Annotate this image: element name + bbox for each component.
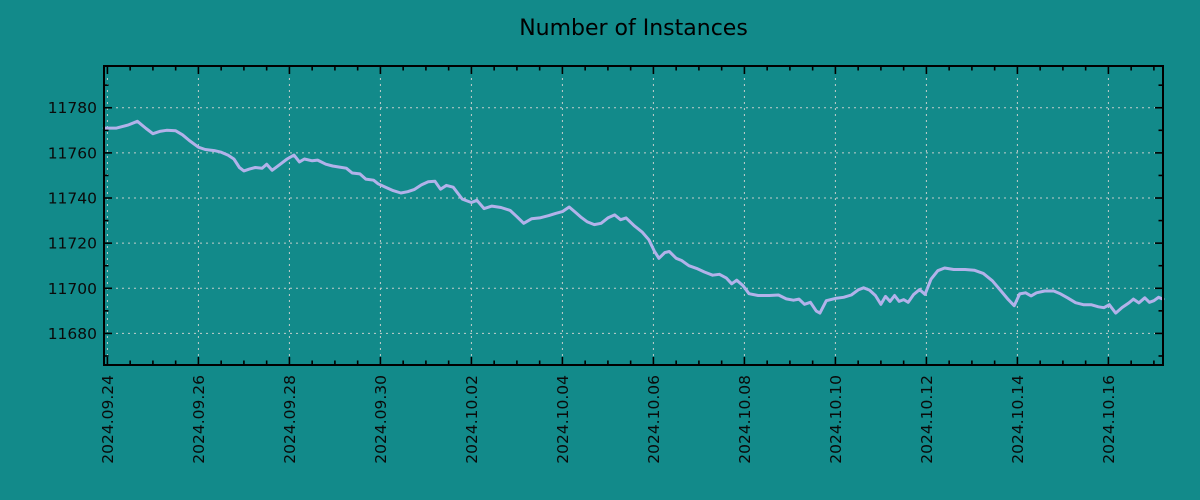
x-tick-label: 2024.10.16 <box>1100 375 1118 464</box>
x-tick-label: 2024.09.30 <box>372 375 390 464</box>
x-tick-label: 2024.10.08 <box>736 375 754 464</box>
plot-border <box>103 65 1164 366</box>
x-tick-label: 2024.09.28 <box>281 375 299 464</box>
x-tick-label: 2024.10.04 <box>554 375 572 464</box>
y-tick-label: 11780 <box>48 99 97 117</box>
y-tick-label: 11740 <box>48 190 97 208</box>
x-tick-label: 2024.10.10 <box>827 375 845 464</box>
x-tick-label: 2024.10.12 <box>918 375 936 464</box>
y-tick-label: 11700 <box>48 280 97 298</box>
chart-title: Number of Instances <box>519 16 748 41</box>
series-line <box>102 119 1165 315</box>
y-tick-label: 11680 <box>48 325 97 343</box>
x-tick-label: 2024.10.14 <box>1009 375 1027 464</box>
x-tick-label: 2024.10.06 <box>645 375 663 464</box>
y-tick-label: 11760 <box>48 144 97 162</box>
x-tick-label: 2024.09.26 <box>190 375 208 464</box>
x-tick-label: 2024.10.02 <box>463 375 481 464</box>
x-tick-label: 2024.09.24 <box>99 375 117 464</box>
y-tick-label: 11720 <box>48 235 97 253</box>
